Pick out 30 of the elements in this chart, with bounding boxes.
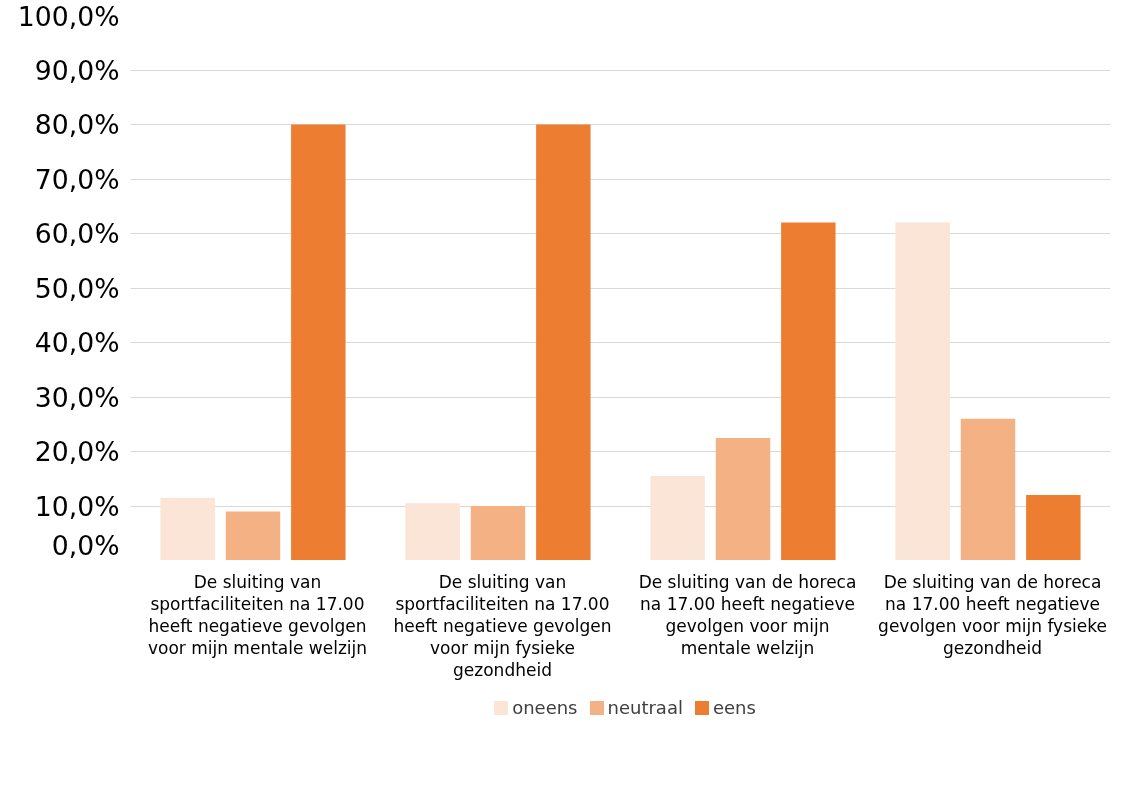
legend-label: eens xyxy=(712,696,756,720)
bar xyxy=(650,476,705,560)
y-tick-label: 30,0% xyxy=(34,381,120,413)
y-tick-label: 10,0% xyxy=(34,490,120,522)
bar xyxy=(781,222,836,560)
legend-label: oneens xyxy=(512,696,578,720)
bar xyxy=(895,222,950,560)
bar xyxy=(470,506,526,560)
x-tick-label: De sluiting van de horeca na 17.00 heeft negatieve gevolgen voor mijn mentale welzijn xyxy=(637,571,858,659)
y-tick-label: 60,0% xyxy=(34,218,120,249)
bar xyxy=(225,511,281,560)
bar xyxy=(405,503,460,560)
y-tick-label: 40,0% xyxy=(34,327,120,358)
y-tick-label: 50,0% xyxy=(34,272,120,304)
bar xyxy=(1026,495,1081,560)
bar xyxy=(715,437,771,560)
legend-label: neutraal xyxy=(607,696,683,720)
x-tick-label: De sluiting van sportfaciliteiten na 17.00 heeft negatieve gevolgen voor mijn mentale welzijn xyxy=(146,571,369,659)
x-tick-label: De sluiting van sportfaciliteiten na 17.00 heeft negatieve gevolgen voor mijn fysieke gezondheid xyxy=(392,571,613,681)
y-tick-label: 90,0% xyxy=(34,54,120,86)
bar xyxy=(291,124,346,560)
y-tick-label: 20,0% xyxy=(34,436,120,467)
y-tick-label: 0,0% xyxy=(51,529,120,561)
bar xyxy=(160,497,215,560)
x-tick-label: De sluiting van de horeca na 17.00 heeft negatieve gevolgen voor mijn fysieke gezondheid xyxy=(877,571,1108,659)
y-tick-label: 80,0% xyxy=(34,109,120,140)
y-tick-label: 70,0% xyxy=(34,163,120,195)
bar xyxy=(536,124,591,560)
y-tick-label: 100,0% xyxy=(17,0,120,32)
bar xyxy=(960,418,1016,560)
